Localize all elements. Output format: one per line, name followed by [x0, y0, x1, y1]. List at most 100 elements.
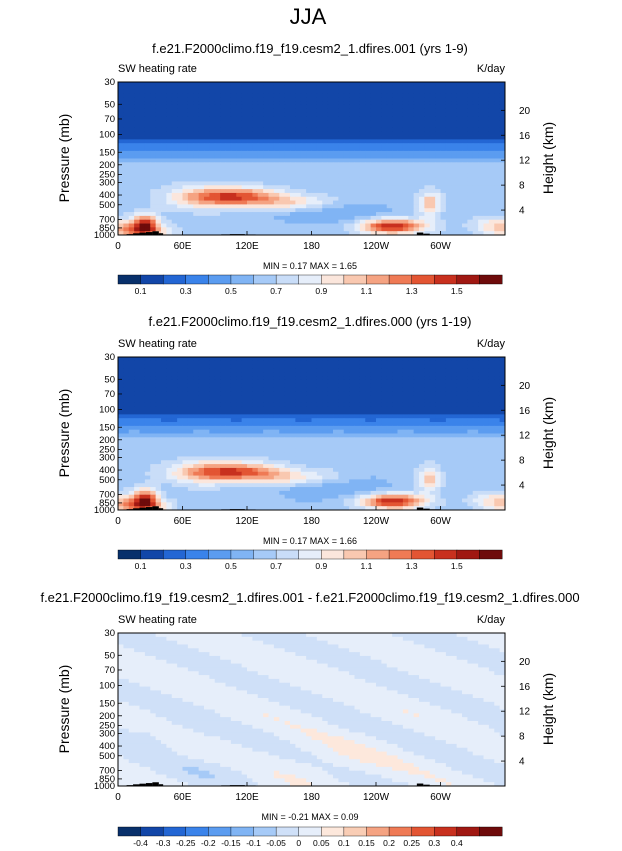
field-cell — [150, 154, 157, 159]
field-cell — [155, 212, 162, 217]
field-cell — [408, 131, 415, 136]
field-cell — [193, 383, 200, 388]
field-cell — [273, 227, 280, 232]
field-cell — [123, 223, 130, 228]
field-cell — [370, 166, 377, 171]
field-cell — [327, 131, 334, 136]
field-cell — [462, 97, 468, 102]
field-cell — [252, 112, 259, 117]
field-cell — [365, 223, 372, 228]
field-cell — [343, 135, 350, 140]
field-cell — [402, 166, 409, 171]
field-cell — [214, 104, 221, 110]
field-cell — [268, 97, 275, 102]
field-cell — [354, 112, 361, 117]
field-cell — [144, 433, 151, 438]
field-cell — [488, 422, 495, 427]
field-cell — [247, 124, 253, 129]
field-cell — [290, 418, 296, 423]
field-cell — [488, 150, 495, 156]
field-cell — [376, 158, 382, 163]
field-cell — [257, 433, 264, 438]
field-cell — [150, 433, 157, 438]
field-cell — [263, 448, 269, 454]
y-tick-label: 400 — [99, 190, 115, 201]
field-cell — [225, 208, 232, 213]
field-cell — [397, 104, 404, 110]
field-cell — [349, 456, 355, 461]
field-cell — [209, 410, 216, 415]
field-cell — [284, 368, 291, 373]
field-cell — [263, 135, 269, 140]
field-cell — [499, 135, 506, 140]
field-cell — [370, 219, 377, 224]
field-cell — [273, 131, 280, 136]
field-cell — [359, 154, 366, 159]
field-cell — [128, 120, 135, 125]
field-cell — [456, 150, 463, 156]
field-cell — [472, 82, 479, 87]
field-cell — [354, 437, 361, 442]
field-cell — [376, 101, 382, 106]
field-cell — [413, 154, 420, 159]
field-cell — [204, 131, 210, 136]
field-cell — [424, 368, 431, 373]
field-cell — [327, 433, 334, 438]
field-cell — [161, 208, 167, 213]
field-cell — [161, 360, 167, 366]
field-cell — [429, 116, 436, 121]
field-cell — [230, 108, 237, 114]
field-cell — [161, 376, 167, 381]
field-cell — [166, 112, 173, 117]
field-cell — [494, 85, 501, 91]
field-cell — [472, 418, 479, 423]
field-cell — [397, 93, 404, 98]
field-cell — [273, 162, 280, 167]
field-cell — [247, 143, 253, 148]
field-cell — [257, 399, 264, 404]
field-cell — [349, 402, 355, 408]
field-cell — [144, 196, 151, 201]
field-cell — [456, 189, 463, 194]
field-cell — [311, 82, 318, 87]
field-cell — [343, 169, 350, 175]
field-cell — [134, 93, 140, 98]
field-cell — [435, 162, 441, 167]
field-cell — [451, 227, 458, 232]
field-cell — [316, 433, 323, 438]
height-tick-label: 4 — [519, 206, 525, 217]
field-cell — [338, 227, 345, 232]
field-cell — [370, 223, 377, 228]
field-cell — [488, 364, 495, 369]
field-cell — [322, 162, 329, 167]
field-cell — [370, 147, 377, 152]
field-cell — [204, 425, 210, 431]
field-cell — [128, 433, 135, 438]
field-cell — [429, 85, 436, 91]
field-cell — [220, 208, 226, 213]
field-cell — [472, 166, 479, 171]
field-cell — [392, 215, 398, 221]
field-cell — [472, 196, 479, 201]
field-cell — [467, 150, 474, 156]
field-cell — [435, 379, 441, 385]
field-cell — [451, 127, 458, 133]
field-cell — [306, 196, 312, 201]
field-cell — [402, 460, 409, 465]
field-cell — [365, 364, 372, 369]
field-cell — [311, 402, 318, 408]
field-cell — [161, 173, 167, 179]
field-cell — [187, 185, 194, 190]
field-cell — [445, 208, 452, 213]
field-cell — [451, 422, 458, 427]
field-cell — [161, 116, 167, 121]
field-cell — [456, 108, 463, 114]
field-cell — [273, 395, 280, 400]
field-cell — [118, 410, 124, 415]
field-cell — [118, 223, 124, 228]
field-cell — [311, 387, 318, 392]
field-cell — [392, 460, 398, 465]
field-cell — [376, 200, 382, 205]
field-cell — [354, 219, 361, 224]
field-cell — [220, 196, 226, 201]
